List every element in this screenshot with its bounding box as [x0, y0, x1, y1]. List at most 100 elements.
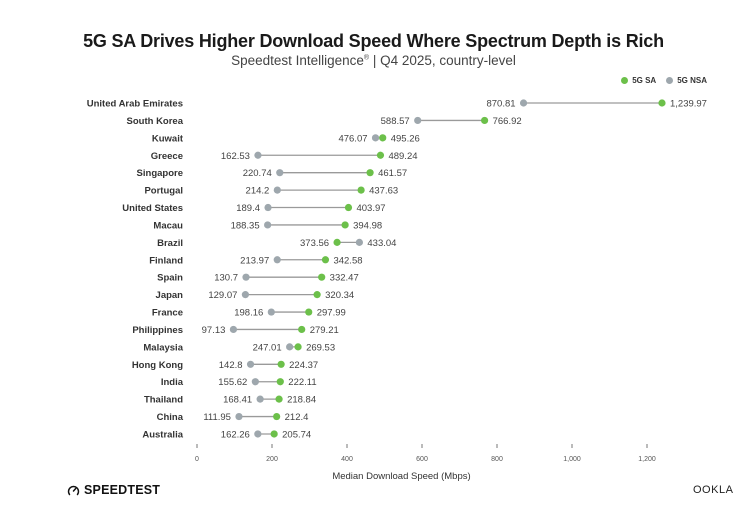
sa-point [480, 116, 489, 125]
value-label-low: 162.53 [221, 151, 250, 162]
value-label-low: 588.57 [381, 116, 410, 127]
category-label: Australia [142, 429, 183, 440]
nsa-point [241, 291, 250, 299]
value-label-high: 297.99 [317, 308, 346, 319]
nsa-point [355, 238, 363, 246]
value-label-low: 111.95 [203, 412, 231, 423]
value-label-high: 394.98 [353, 220, 382, 231]
category-label: United States [122, 203, 183, 214]
nsa-point [519, 99, 528, 107]
x-tick-label: 600 [416, 456, 428, 463]
sa-point [344, 203, 353, 212]
category-label: Malaysia [143, 342, 183, 353]
category-label: Spain [157, 273, 183, 284]
value-label-high: 332.47 [330, 273, 359, 284]
value-label-high: 495.26 [391, 133, 420, 144]
nsa-point [264, 221, 272, 229]
nsa-point [251, 378, 259, 386]
legend-item-5g-sa: 5G SA [621, 76, 656, 85]
value-label-low: 189.4 [236, 203, 260, 214]
x-tick-label: 0 [195, 456, 199, 463]
sa-point [318, 273, 326, 281]
value-label-high: 269.53 [306, 342, 335, 353]
value-label-low: 162.26 [221, 429, 250, 440]
registered-mark: ® [363, 54, 370, 62]
nsa-point [276, 169, 284, 177]
speedometer-icon [67, 485, 80, 495]
value-label-low: 97.13 [202, 325, 226, 336]
sa-point [366, 169, 374, 177]
category-label: Singapore [137, 168, 183, 179]
value-label-high: 222.11 [288, 377, 316, 388]
legend: 5G SA 5G NSA [621, 76, 707, 85]
legend-item-5g-nsa: 5G NSA [666, 76, 707, 85]
x-tick-label: 800 [491, 456, 503, 463]
value-label-low: 188.35 [231, 220, 260, 231]
nsa-point [254, 151, 262, 159]
category-label: Finland [149, 255, 183, 266]
category-label: Greece [151, 151, 183, 162]
subtitle-rest: | Q4 2025, country-level [369, 53, 516, 68]
nsa-point [254, 430, 262, 438]
value-label-high: 403.97 [356, 203, 385, 214]
nsa-point [273, 186, 281, 194]
category-label: South Korea [127, 116, 184, 127]
category-label: China [157, 412, 184, 423]
value-label-high: 1,239.97 [670, 99, 707, 110]
speedtest-logo: SPEEDTEST [67, 483, 160, 497]
value-label-high: 212.4 [285, 412, 309, 423]
sa-point [277, 360, 285, 368]
category-label: Kuwait [152, 133, 184, 144]
category-label: India [161, 377, 184, 388]
x-tick-label: 1,000 [563, 456, 581, 463]
category-label: Portugal [144, 186, 183, 197]
sa-point [273, 412, 281, 421]
category-label: Brazil [157, 238, 183, 249]
category-label: Philippines [132, 325, 183, 336]
sa-point [341, 221, 349, 229]
x-tick-label: 400 [341, 456, 353, 463]
value-label-low: 142.8 [219, 360, 243, 371]
value-label-low: 247.01 [253, 342, 282, 353]
sa-point [276, 378, 284, 386]
value-label-high: 433.04 [367, 238, 396, 249]
category-label: United Arab Emirates [87, 99, 183, 110]
sa-point [379, 134, 387, 142]
chart-title: 5G SA Drives Higher Download Speed Where… [83, 31, 664, 51]
chart-subtitle: Speedtest Intelligence® | Q4 2025, count… [0, 53, 747, 68]
nsa-point [273, 256, 281, 264]
value-label-low: 129.07 [208, 290, 237, 301]
subtitle-main: Speedtest Intelligence [231, 53, 364, 68]
sa-point [275, 395, 283, 403]
legend-label-5g-sa: 5G SA [632, 76, 657, 85]
value-label-low: 373.56 [300, 238, 329, 249]
category-label: Hong Kong [132, 360, 183, 371]
ookla-logo: OOKLA [693, 484, 734, 496]
value-label-low: 213.97 [240, 255, 269, 266]
value-label-high: 489.24 [388, 151, 417, 162]
sa-point [357, 186, 365, 194]
x-axis-label: Median Download Speed (Mbps) [332, 471, 471, 482]
value-label-low: 870.81 [486, 99, 515, 110]
value-label-high: 342.58 [333, 255, 362, 266]
nsa-point [235, 412, 243, 421]
value-label-high: 461.57 [378, 168, 407, 179]
sa-point [294, 343, 302, 351]
value-label-high: 766.92 [493, 116, 522, 127]
category-label: Thailand [144, 395, 183, 406]
value-label-low: 220.74 [243, 168, 272, 179]
legend-swatch-5g-nsa [666, 77, 674, 84]
value-label-high: 218.84 [287, 395, 316, 406]
sa-point [298, 325, 306, 334]
nsa-point [286, 343, 294, 351]
sa-point [333, 238, 341, 246]
sa-point [376, 151, 385, 159]
nsa-point [246, 360, 255, 368]
nsa-point [264, 203, 272, 212]
sa-point [658, 99, 666, 107]
legend-swatch-5g-sa [621, 77, 629, 84]
speedtest-wordmark: SPEEDTEST [84, 483, 161, 497]
value-label-low: 476.07 [338, 133, 367, 144]
value-label-low: 198.16 [234, 308, 263, 319]
sa-point [313, 291, 321, 299]
